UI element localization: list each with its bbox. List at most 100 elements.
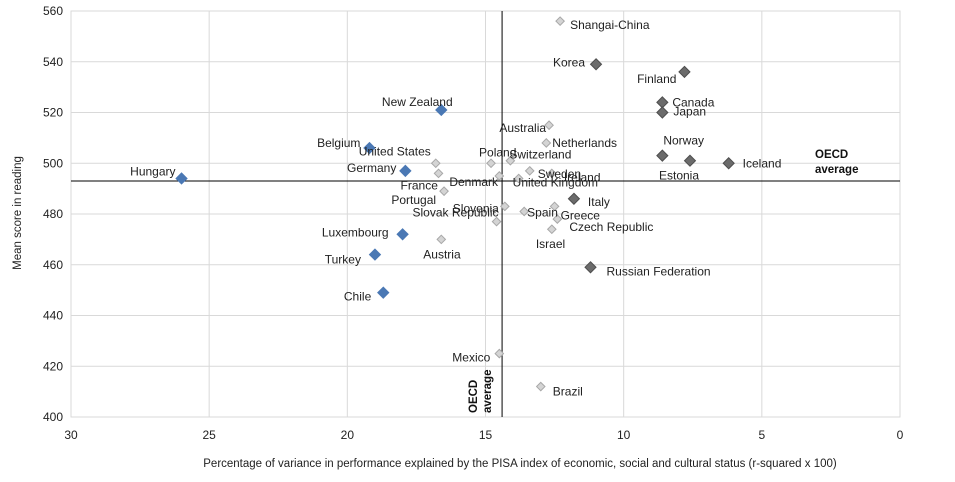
gridlines [70, 10, 901, 418]
label-switzerland: Switzerland [509, 148, 571, 162]
label-canada: Canada [672, 95, 714, 109]
point-united-kingdom [513, 173, 524, 184]
point-france [433, 168, 444, 179]
point-greece [549, 201, 560, 212]
point-italy [567, 192, 581, 205]
label-shangai-china: Shangai-China [570, 18, 650, 32]
point-korea [589, 58, 603, 71]
point-poland [486, 158, 496, 169]
point-united-states [430, 158, 441, 169]
point-hungary [175, 172, 188, 185]
oecd-average-lines: OECD average OECD average [71, 11, 900, 417]
x-tick-label: 10 [617, 428, 631, 442]
label-norway: Norway [663, 134, 704, 148]
label-slovenia: Slovenia [453, 201, 499, 215]
point-spain [519, 206, 530, 217]
oecd-average-vertical-label: OECD average [468, 370, 494, 413]
label-russian-federation: Russian Federation [607, 264, 711, 278]
y-tick-label: 540 [43, 55, 63, 69]
point-czech-republic [552, 214, 563, 224]
point-russian-federation [584, 261, 597, 274]
x-tick-label: 20 [341, 428, 355, 442]
label-czech-republic: Czech Republic [569, 220, 653, 234]
x-tick-label: 5 [758, 428, 765, 442]
point-finland [678, 65, 691, 79]
label-brazil: Brazil [553, 385, 583, 399]
point-luxembourg [396, 228, 409, 241]
point-norway [656, 149, 669, 162]
y-tick-label: 480 [43, 207, 63, 221]
point-estonia [683, 154, 697, 167]
point-switzerland [505, 155, 516, 166]
label-israel: Israel [536, 237, 565, 251]
label-mexico: Mexico [452, 351, 490, 365]
point-new-zealand [435, 103, 448, 117]
point-ireland [546, 168, 557, 179]
point-belgium [363, 141, 376, 155]
label-spain: Spain [527, 205, 558, 219]
label-turkey: Turkey [325, 253, 361, 267]
point-netherlands [541, 138, 552, 148]
point-chile [377, 286, 390, 299]
y-axis-title: Mean score in reading [12, 156, 24, 270]
point-australia [544, 120, 554, 131]
label-netherlands: Netherlands [552, 136, 617, 150]
label-japan: Japan [673, 105, 706, 119]
label-austria: Austria [423, 247, 461, 261]
x-tick-label: 15 [479, 428, 493, 442]
point-brazil [535, 381, 546, 392]
label-belgium: Belgium [317, 136, 360, 150]
y-tick-label: 420 [43, 359, 63, 373]
point-shangai-china [555, 16, 566, 27]
point-iceland [722, 157, 735, 170]
data-labels: Shangai-China Australia Netherlands United … [130, 18, 781, 398]
axis-ticks: 30 25 20 15 10 5 0 400 420 440 460 480 500 520 540 560 [43, 4, 904, 442]
point-austria [436, 234, 447, 245]
data-points [175, 16, 735, 392]
point-germany [399, 164, 412, 178]
y-tick-label: 460 [43, 258, 63, 272]
point-slovenia [499, 201, 510, 212]
point-sweden [524, 165, 535, 176]
y-tick-label: 500 [43, 156, 63, 170]
point-japan [656, 106, 669, 119]
label-hungary: Hungary [130, 164, 175, 178]
label-luxembourg: Luxembourg [322, 225, 389, 239]
label-estonia: Estonia [659, 169, 699, 183]
point-israel [546, 224, 557, 235]
point-turkey [368, 248, 382, 261]
point-slovak-republic [491, 216, 502, 227]
label-france: France [401, 178, 439, 192]
label-iceland: Iceland [743, 156, 782, 170]
label-slovak-republic: Slovak Republic [413, 206, 499, 220]
oecd-average-horizontal-label: OECD average [815, 149, 858, 176]
x-axis-title: Percentage of variance in performance ex… [203, 458, 837, 470]
label-united-kingdom: United Kingdom [513, 175, 598, 189]
label-united-states: United States [359, 144, 431, 158]
label-germany: Germany [347, 161, 396, 175]
label-korea: Korea [553, 55, 585, 69]
label-ireland: Ireland [564, 170, 601, 184]
x-tick-label: 30 [64, 428, 78, 442]
x-tick-label: 25 [202, 428, 216, 442]
y-tick-label: 560 [43, 4, 63, 18]
label-greece: Greece [561, 208, 601, 222]
label-finland: Finland [637, 72, 676, 86]
label-australia: Australia [499, 121, 546, 135]
point-denmark [494, 171, 505, 181]
y-tick-label: 400 [43, 410, 63, 424]
point-portugal [439, 186, 449, 197]
y-tick-label: 440 [43, 309, 63, 323]
label-new-zealand: New Zealand [382, 95, 453, 109]
label-italy: Italy [588, 195, 610, 209]
label-denmark: Denmark [449, 175, 499, 189]
point-mexico [494, 348, 505, 359]
label-poland: Poland [479, 145, 516, 159]
label-chile: Chile [344, 290, 372, 304]
label-portugal: Portugal [391, 193, 436, 207]
label-sweden: Sweden [538, 167, 581, 181]
x-tick-label: 0 [897, 428, 904, 442]
point-canada [656, 96, 669, 109]
y-tick-label: 520 [43, 106, 63, 120]
